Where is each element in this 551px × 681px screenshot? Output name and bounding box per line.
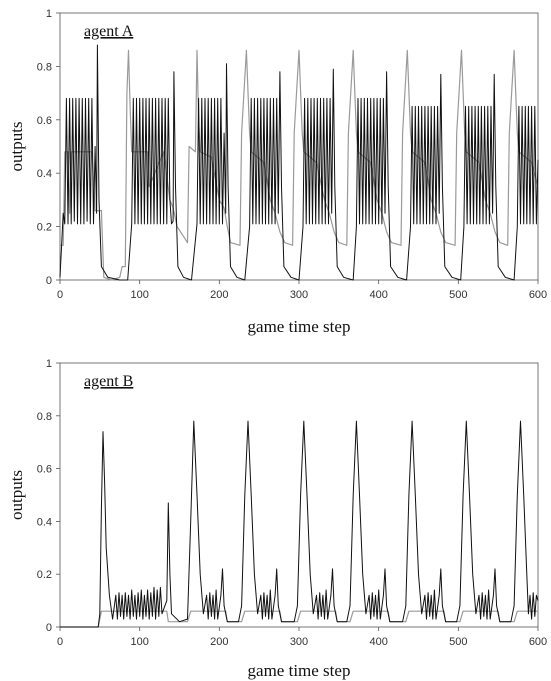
chart-agent-b: 0 0.2 0.4 0.6 0.8 1 0 100 200 300 400 500 600 agent… [7,358,547,680]
x-tick-label: 500 [449,636,467,648]
x-axis-ticks: 0 100 200 300 400 500 600 [57,627,547,648]
y-tick-label: 1 [46,8,52,20]
x-tick-label: 400 [369,289,387,301]
x-tick-label: 300 [290,289,308,301]
x-tick-label: 300 [290,636,308,648]
y-tick-label: 0 [46,622,52,634]
y-tick-label: 0.2 [37,222,52,234]
x-tick-label: 400 [369,636,387,648]
y-tick-label: 0.4 [37,168,52,180]
y-axis-title: outputs [7,121,26,171]
y-tick-label: 0.6 [37,464,52,476]
x-tick-label: 500 [449,289,467,301]
x-tick-label: 600 [529,636,547,648]
y-tick-label: 0.8 [37,61,52,73]
y-tick-label: 1 [46,358,52,370]
series-group [59,44,539,281]
y-axis-ticks: 0 0.2 0.4 0.6 0.8 1 [37,358,60,634]
series-line-black [60,420,539,628]
y-axis-title: outputs [7,470,26,520]
x-tick-label: 100 [130,289,148,301]
y-tick-label: 0 [46,275,52,287]
series-line-gray [60,49,539,281]
y-axis-ticks: 0 0.2 0.4 0.6 0.8 1 [37,8,60,287]
x-tick-label: 100 [130,636,148,648]
x-axis-ticks: 0 100 200 300 400 500 600 [57,280,547,301]
y-tick-label: 0.4 [37,516,52,528]
x-tick-label: 200 [210,289,228,301]
x-tick-label: 0 [57,289,63,301]
x-tick-label: 200 [210,636,228,648]
panel-label: agent B [84,373,133,390]
y-tick-label: 0.6 [37,115,52,127]
y-tick-label: 0.2 [37,569,52,581]
x-tick-label: 600 [529,289,547,301]
y-tick-label: 0.8 [37,411,52,423]
series-line-black [59,44,539,281]
x-axis-title: game time step [248,317,351,336]
chart-agent-a: 0 0.2 0.4 0.6 0.8 1 0 100 200 300 400 500 600 agent… [7,8,547,336]
x-tick-label: 0 [57,636,63,648]
series-group [60,420,539,628]
x-axis-title: game time step [248,661,351,680]
panel-label: agent A [84,23,134,40]
